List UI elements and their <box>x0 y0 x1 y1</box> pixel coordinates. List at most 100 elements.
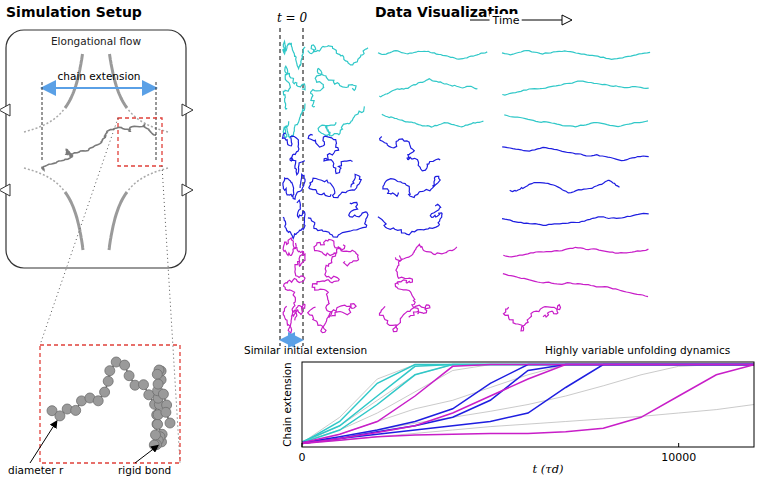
bead <box>105 366 115 376</box>
conformation <box>308 304 356 333</box>
series-line <box>302 365 754 444</box>
panel-title: Simulation Setup <box>6 4 142 20</box>
series-line <box>302 365 754 442</box>
conformation <box>502 213 649 225</box>
x-tick-label: 10000 <box>661 451 696 464</box>
series-line <box>302 365 754 442</box>
bead <box>153 379 163 389</box>
conformation <box>283 104 305 138</box>
streamline-dotted <box>24 110 64 132</box>
figure: Simulation Setup Elongational flow chain e… <box>0 0 765 480</box>
zoom-box <box>40 345 180 463</box>
conformation <box>378 51 487 60</box>
conformation <box>318 106 364 136</box>
x-axis-title: t (τd) <box>533 462 564 476</box>
flow-label: Elongational flow <box>51 35 142 47</box>
conformation <box>283 238 305 266</box>
series-line <box>302 365 754 443</box>
conformation <box>502 147 649 161</box>
conformation <box>383 176 440 197</box>
zoom-box-small <box>118 118 162 166</box>
conformation <box>503 274 648 297</box>
flow-arrow <box>0 184 10 196</box>
conformation <box>380 137 441 171</box>
conformation <box>510 180 620 193</box>
bead <box>151 430 161 440</box>
series-line <box>302 365 754 443</box>
conformation <box>314 240 359 266</box>
series-line <box>302 365 754 443</box>
bead <box>165 418 175 428</box>
conformation <box>504 115 648 127</box>
conformation <box>502 81 648 95</box>
streamline <box>109 192 127 250</box>
plot-area <box>302 365 754 444</box>
conformation <box>503 247 648 256</box>
conformation <box>378 204 442 235</box>
conformation <box>283 200 305 238</box>
bead <box>158 389 168 399</box>
dynamics-label: Highly variable unfolding dynamics <box>545 344 730 356</box>
extension-arrow <box>42 87 156 89</box>
initial-arrow <box>281 339 302 341</box>
flow-arrow <box>182 104 193 116</box>
x-tick <box>302 443 303 447</box>
series-line <box>302 365 754 443</box>
flow-arrow <box>182 184 193 196</box>
bead <box>103 376 113 386</box>
conformation <box>395 255 418 313</box>
conformation <box>382 114 484 127</box>
streamline-dotted <box>129 168 169 190</box>
conformation <box>283 66 305 109</box>
flow-box <box>6 30 186 268</box>
streamline-dotted <box>24 168 64 190</box>
bead <box>100 387 110 397</box>
extension-label: chain extension <box>58 70 141 82</box>
conformation <box>379 79 477 97</box>
bond-label: rigid bond <box>118 464 171 476</box>
bead <box>152 419 162 429</box>
series-line <box>302 365 754 444</box>
series-line <box>302 365 754 444</box>
conformation <box>502 51 650 60</box>
conformation <box>283 133 305 175</box>
initial-label: Similar initial extension <box>244 344 367 356</box>
conformation <box>308 135 352 174</box>
series-line <box>302 365 754 443</box>
conformation <box>308 202 368 237</box>
bead-arrow <box>30 421 57 463</box>
x-tick-label: 0 <box>299 451 306 464</box>
extension-guide <box>156 82 157 160</box>
bead <box>139 380 149 390</box>
time-label: Time <box>492 14 520 27</box>
bond-arrow <box>135 445 158 463</box>
conformation <box>504 305 561 331</box>
series-line <box>302 365 754 444</box>
conformation <box>311 69 357 107</box>
bead <box>161 407 171 417</box>
bead <box>153 419 163 429</box>
bead <box>120 360 130 370</box>
y-axis-title: Chain extension <box>281 362 293 447</box>
flow-arrow <box>0 104 10 116</box>
conformation <box>283 304 305 333</box>
conformation <box>283 174 305 199</box>
zoom-line <box>40 118 118 345</box>
bead <box>124 371 134 381</box>
bonds <box>52 362 170 445</box>
conformation <box>308 45 368 65</box>
label-ground <box>490 14 522 27</box>
plot-frame <box>302 362 754 447</box>
bead <box>152 369 162 379</box>
polymer-chain <box>42 125 156 170</box>
conformation <box>395 244 456 261</box>
bead <box>71 405 81 415</box>
conformation <box>380 305 430 332</box>
series-line <box>302 365 754 443</box>
series-line <box>302 365 754 443</box>
bead <box>93 396 103 406</box>
streamline <box>65 192 83 250</box>
t0-guide <box>280 28 281 346</box>
bead-label: diameter r <box>8 464 64 476</box>
x-tick <box>678 443 679 447</box>
